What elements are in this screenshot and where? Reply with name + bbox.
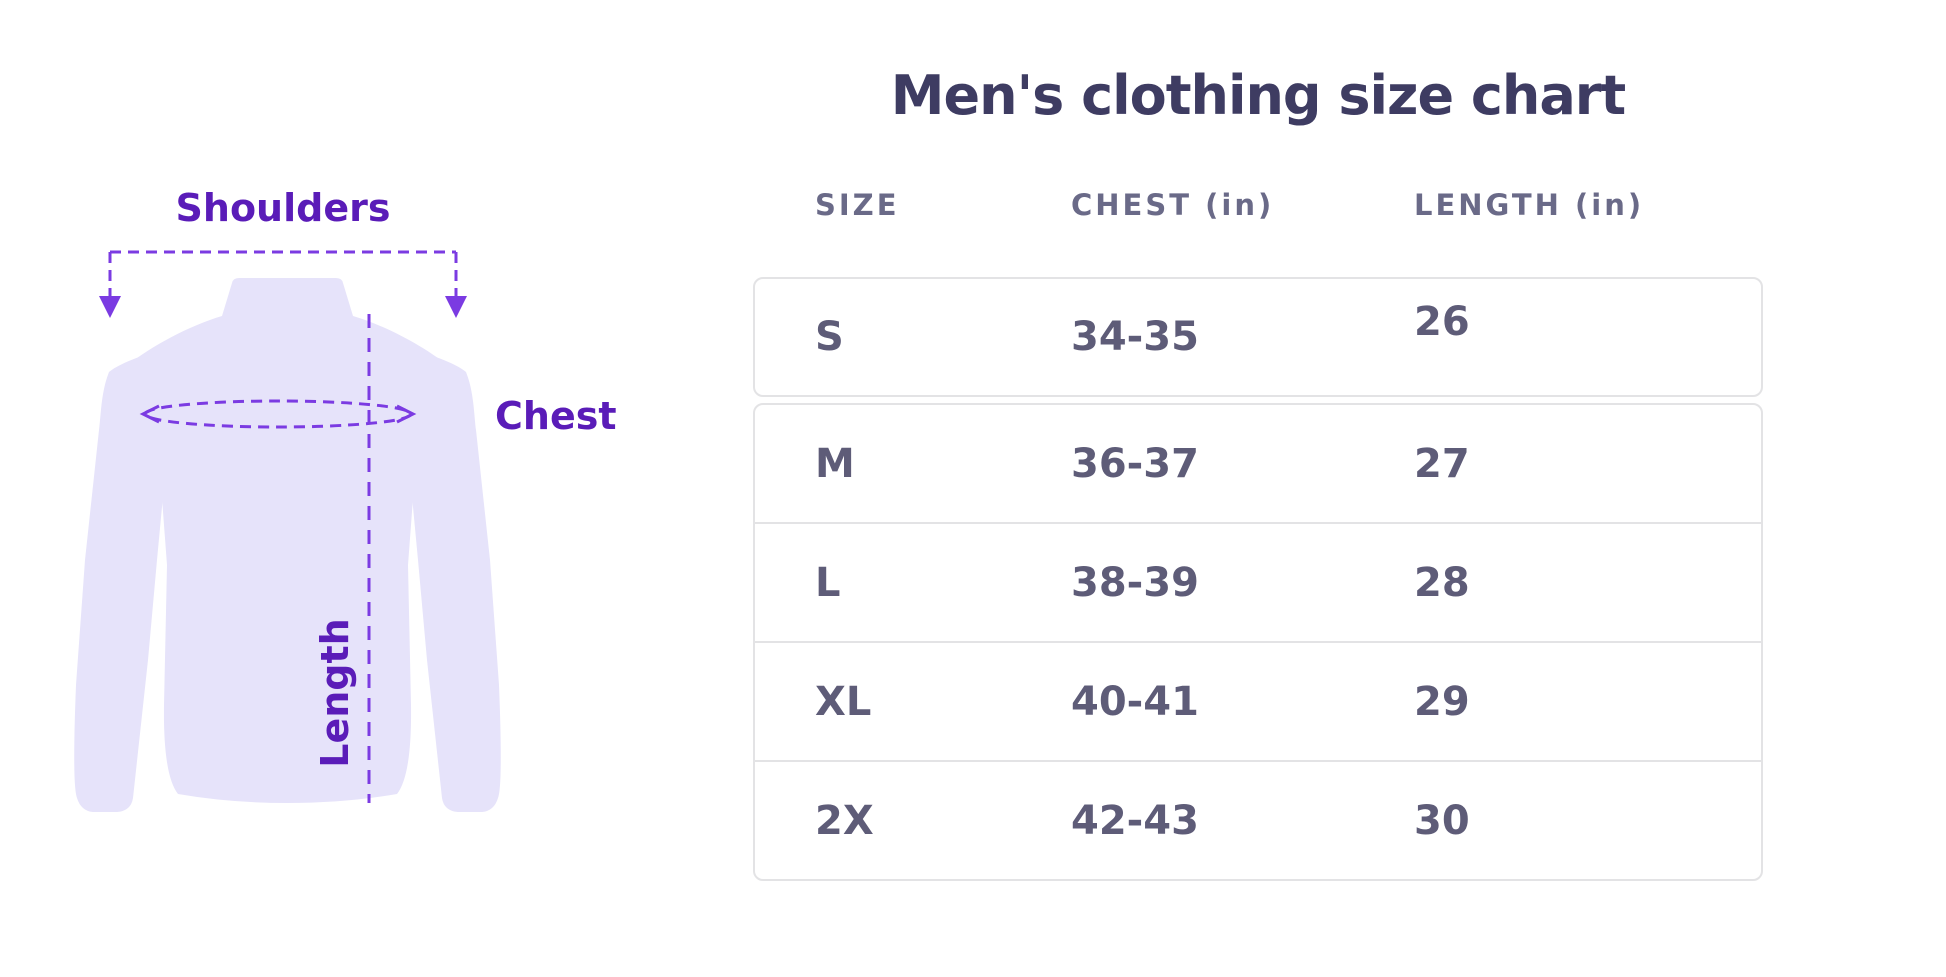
shirt-graphic	[74, 250, 501, 812]
size-card-first: S 34-35 26	[753, 277, 1763, 397]
chest-value: 36-37	[1071, 440, 1199, 487]
table-row: S 34-35 26	[755, 279, 1761, 395]
table-header-row: SIZE CHEST (in) LENGTH (in)	[753, 188, 1763, 224]
length-value: 28	[1414, 559, 1470, 606]
table-row: 2X 42-43 30	[755, 760, 1761, 879]
length-label: Length	[313, 618, 357, 768]
size-card-rest: M 36-37 27 L 38-39 28 XL 40-41 29 2X 42-…	[753, 403, 1763, 881]
chest-left-arrow-icon	[139, 404, 160, 424]
shirt-measurement-diagram: Shoulders Chest Length	[55, 130, 617, 830]
size-value: M	[815, 440, 855, 487]
size-value: 2X	[815, 797, 874, 844]
length-value: 29	[1414, 678, 1470, 725]
length-value: 26	[1414, 299, 1470, 345]
shirt-right-sleeve-shape	[405, 348, 501, 812]
table-row: XL 40-41 29	[755, 641, 1761, 760]
length-value: 30	[1414, 797, 1470, 844]
chest-label: Chest	[495, 394, 617, 438]
column-header-length: LENGTH (in)	[1414, 188, 1645, 222]
size-value: L	[815, 559, 841, 606]
length-value: 27	[1414, 440, 1470, 487]
page-title: Men's clothing size chart	[890, 64, 1626, 127]
chest-value: 34-35	[1071, 314, 1199, 360]
column-header-chest: CHEST (in)	[1071, 188, 1275, 222]
size-table: Men's clothing size chart SIZE CHEST (in…	[753, 0, 1763, 977]
size-value: S	[815, 314, 844, 360]
table-row: M 36-37 27	[755, 405, 1761, 522]
shirt-body-shape	[117, 278, 458, 803]
column-header-size: SIZE	[815, 188, 900, 222]
shoulders-left-arrow-icon	[99, 296, 121, 318]
chest-value: 40-41	[1071, 678, 1199, 725]
size-value: XL	[815, 678, 872, 725]
chest-right-arrow-icon	[396, 404, 417, 424]
chest-value: 42-43	[1071, 797, 1199, 844]
shirt-left-sleeve-shape	[74, 348, 170, 812]
chest-value: 38-39	[1071, 559, 1199, 606]
shoulders-right-arrow-icon	[445, 296, 467, 318]
shoulders-label: Shoulders	[175, 186, 391, 230]
table-row: L 38-39 28	[755, 522, 1761, 641]
